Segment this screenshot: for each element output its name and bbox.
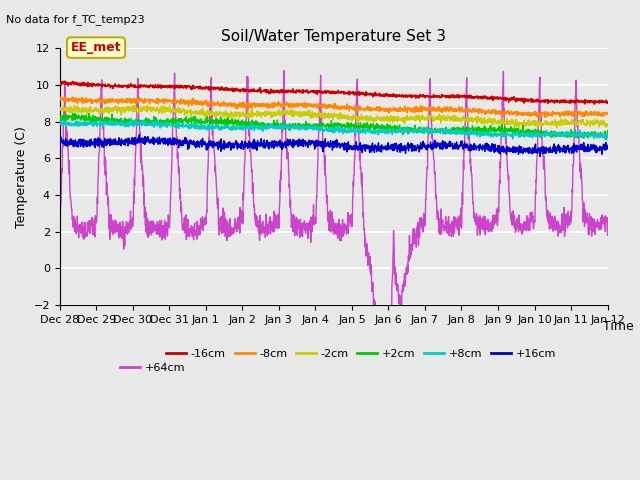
Line: -2cm: -2cm <box>60 105 607 128</box>
+2cm <box>308 122 316 128</box>
Line: +2cm: +2cm <box>60 113 607 140</box>
-8cm <box>488 108 495 113</box>
Line: -16cm: -16cm <box>60 81 607 104</box>
+8cm <box>588 133 596 139</box>
-8cm <box>308 103 316 109</box>
+8cm <box>323 127 330 132</box>
-16cm <box>588 98 596 104</box>
+8cm <box>56 120 63 125</box>
+8cm <box>308 125 316 131</box>
-16cm <box>604 99 611 105</box>
+2cm <box>488 125 495 131</box>
+2cm <box>323 125 330 131</box>
-2cm <box>588 121 596 127</box>
+16cm <box>84 142 92 148</box>
+64cm <box>280 68 288 73</box>
-8cm <box>56 95 63 100</box>
-16cm <box>56 81 63 87</box>
+2cm <box>85 110 93 116</box>
-16cm <box>588 99 595 105</box>
+8cm <box>488 131 495 136</box>
+16cm <box>588 147 596 153</box>
-16cm <box>590 101 598 107</box>
Text: No data for f_TC_temp23: No data for f_TC_temp23 <box>6 14 145 25</box>
+2cm <box>588 132 596 138</box>
+16cm <box>488 148 495 154</box>
+16cm <box>136 132 143 138</box>
+64cm <box>488 229 495 235</box>
-16cm <box>323 90 330 96</box>
+64cm <box>604 232 611 238</box>
+2cm <box>588 129 595 135</box>
-2cm <box>323 113 330 119</box>
-2cm <box>604 122 611 128</box>
-8cm <box>604 110 611 116</box>
+16cm <box>536 154 544 160</box>
+8cm <box>84 120 92 126</box>
-2cm <box>488 120 495 126</box>
+64cm <box>383 406 391 412</box>
Title: Soil/Water Temperature Set 3: Soil/Water Temperature Set 3 <box>221 29 446 44</box>
Text: EE_met: EE_met <box>71 41 122 54</box>
+16cm <box>588 143 596 149</box>
Line: -8cm: -8cm <box>60 97 607 118</box>
+8cm <box>509 136 516 142</box>
X-axis label: Time: Time <box>603 321 634 334</box>
-2cm <box>308 108 316 114</box>
Line: +16cm: +16cm <box>60 135 607 157</box>
+8cm <box>604 135 611 141</box>
Line: +8cm: +8cm <box>60 118 607 139</box>
+2cm <box>84 118 92 124</box>
+16cm <box>308 138 316 144</box>
Legend: +64cm: +64cm <box>116 359 190 378</box>
+2cm <box>56 114 63 120</box>
-2cm <box>70 102 78 108</box>
-2cm <box>554 125 561 131</box>
-2cm <box>84 108 92 113</box>
+16cm <box>56 141 63 147</box>
-8cm <box>69 94 77 100</box>
+2cm <box>604 128 611 133</box>
+64cm <box>323 193 330 199</box>
-8cm <box>536 115 544 120</box>
-16cm <box>308 88 316 94</box>
-8cm <box>84 98 92 104</box>
Line: +64cm: +64cm <box>60 71 607 409</box>
-16cm <box>60 78 68 84</box>
-8cm <box>588 110 596 116</box>
Y-axis label: Temperature (C): Temperature (C) <box>15 126 28 228</box>
-2cm <box>56 107 63 113</box>
+64cm <box>56 227 63 233</box>
+64cm <box>84 223 92 229</box>
+64cm <box>308 220 316 226</box>
+64cm <box>588 225 596 230</box>
+2cm <box>602 137 610 143</box>
-16cm <box>84 79 92 85</box>
+8cm <box>588 131 596 137</box>
-8cm <box>588 111 596 117</box>
-2cm <box>588 118 596 123</box>
+8cm <box>127 115 135 121</box>
-8cm <box>323 103 330 108</box>
+16cm <box>323 144 330 149</box>
+64cm <box>588 225 596 231</box>
-16cm <box>488 96 495 102</box>
+16cm <box>604 146 611 152</box>
